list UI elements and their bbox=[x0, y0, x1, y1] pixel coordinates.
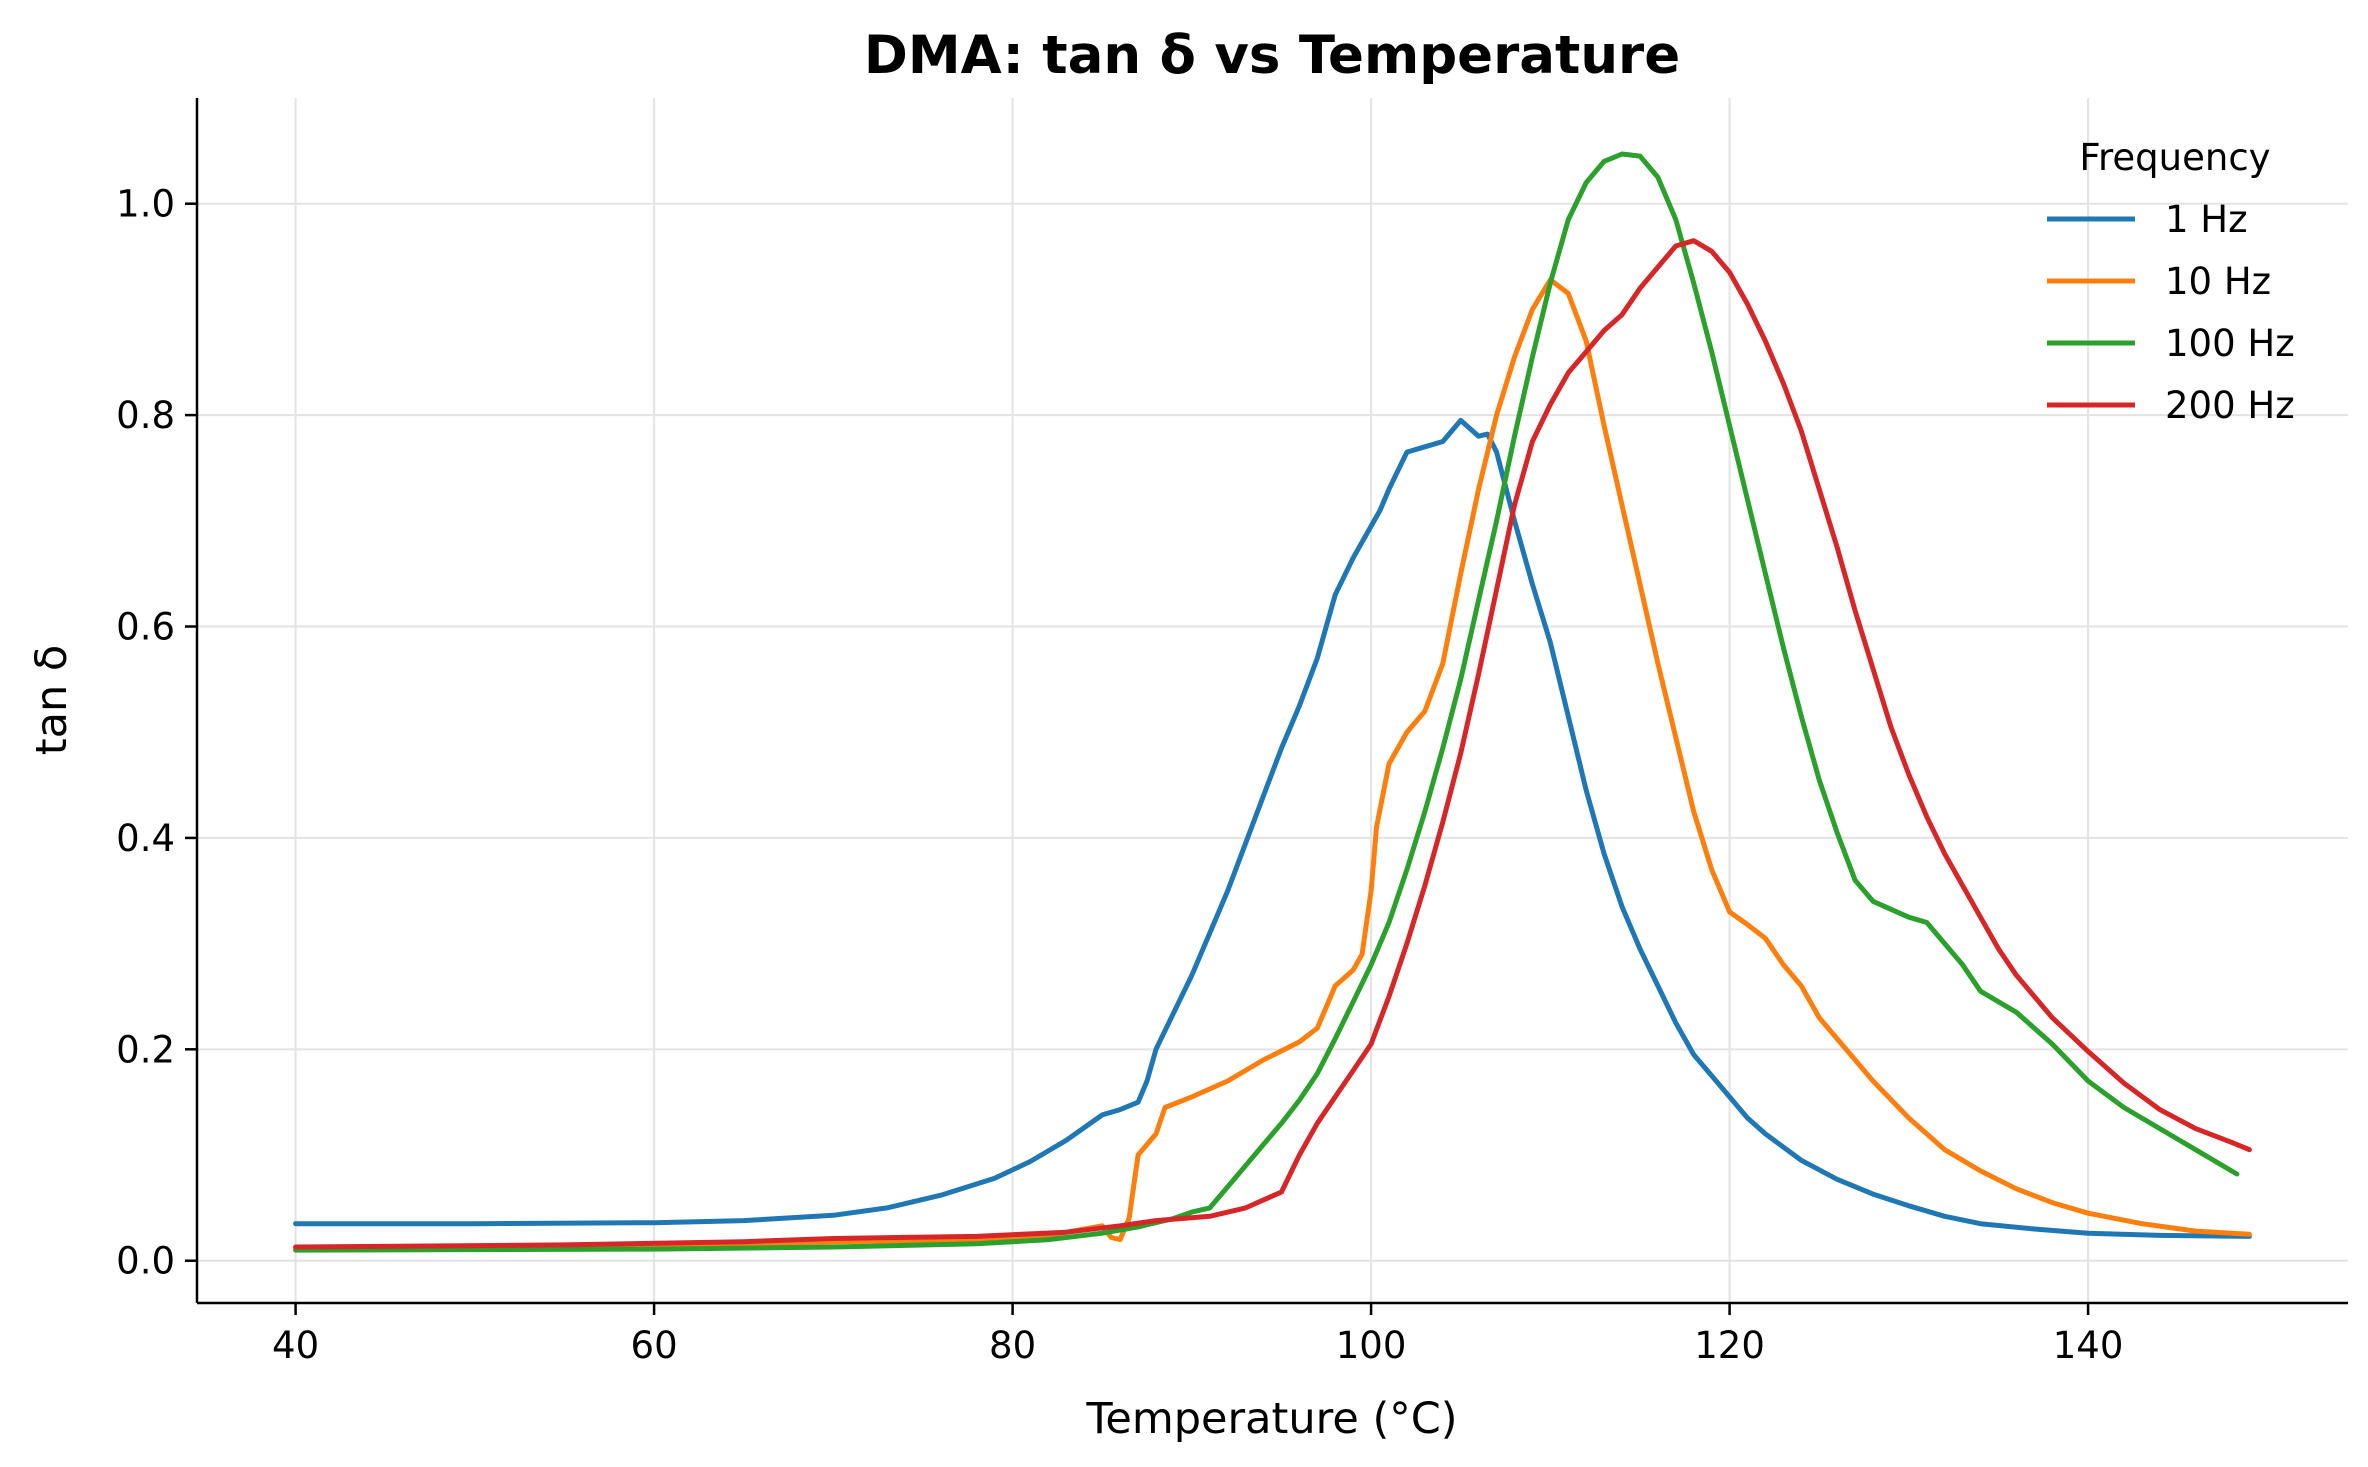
y-tick-label: 0.8 bbox=[116, 394, 175, 437]
axes bbox=[195, 98, 2348, 1305]
series-line-200-hz bbox=[293, 238, 2252, 1250]
y-tick-label: 0.4 bbox=[116, 817, 175, 860]
series-line-10-hz bbox=[293, 277, 2252, 1251]
y-axis-label: tan δ bbox=[27, 645, 77, 755]
x-tick-label: 40 bbox=[272, 1324, 319, 1367]
series-line-1-hz bbox=[293, 417, 2252, 1239]
y-tick-label: 0.6 bbox=[116, 606, 175, 649]
ticks: 40 60 80 100 120 140 0.0 0.2 0.4 0.6 0.8 1.0 bbox=[116, 183, 2123, 1367]
y-tick-label: 0.0 bbox=[116, 1240, 175, 1283]
legend-label: 10 Hz bbox=[2165, 260, 2271, 303]
grid bbox=[197, 98, 2348, 1303]
x-tick-label: 140 bbox=[2053, 1324, 2124, 1367]
y-tick-label: 0.2 bbox=[116, 1028, 175, 1071]
legend-label: 200 Hz bbox=[2165, 384, 2295, 427]
series-lines bbox=[293, 151, 2252, 1253]
x-tick-label: 100 bbox=[1336, 1324, 1407, 1367]
legend-title: Frequency bbox=[2079, 136, 2270, 179]
x-tick-label: 60 bbox=[631, 1324, 678, 1367]
legend-label: 100 Hz bbox=[2165, 322, 2295, 365]
x-axis-label: Temperature (°C) bbox=[1085, 1394, 1457, 1444]
x-tick-label: 80 bbox=[989, 1324, 1036, 1367]
series-line-100-hz bbox=[293, 151, 2240, 1253]
legend-label: 1 Hz bbox=[2165, 198, 2248, 241]
y-tick-label: 1.0 bbox=[116, 183, 175, 226]
chart-title: DMA: tan δ vs Temperature bbox=[864, 25, 1680, 86]
legend: Frequency 1 Hz 10 Hz 100 Hz 200 Hz bbox=[2047, 136, 2295, 427]
x-tick-label: 120 bbox=[1694, 1324, 1765, 1367]
